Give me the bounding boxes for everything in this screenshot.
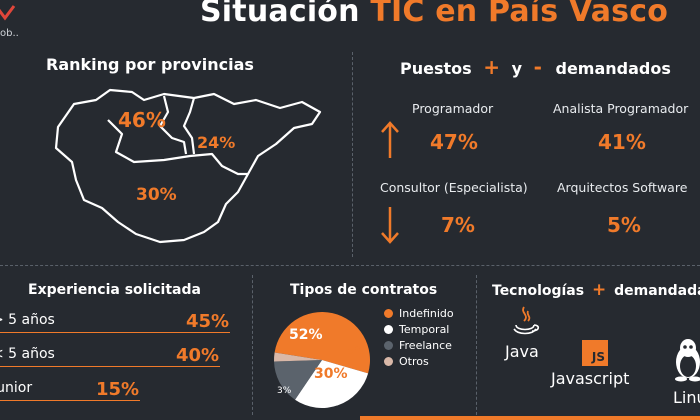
legend-item: Temporal — [384, 323, 454, 336]
contracts-pie-chart — [274, 311, 370, 408]
most-value-2: 41% — [598, 130, 646, 154]
exp-bar-3 — [0, 400, 140, 401]
experiencia-title: Experiencia solicitada — [28, 282, 201, 298]
legend-item: Indefinido — [384, 307, 454, 320]
arrow-down-icon — [381, 207, 399, 244]
exp-label-3: Junior — [0, 380, 33, 396]
divider — [476, 275, 477, 415]
basque-map — [54, 88, 322, 244]
puestos-title-right: demandados — [555, 59, 671, 78]
pie-slice-freelance — [274, 360, 322, 400]
ranking-title: Ranking por provincias — [46, 55, 254, 74]
logo-icon — [0, 4, 16, 22]
divider — [0, 265, 700, 266]
tecnologias-title-right: demandadas — [614, 283, 700, 299]
ranking-value-bizkaia: 46% — [118, 108, 166, 132]
pie-label-indefinido: 52% — [289, 327, 323, 343]
title-main: Situación — [200, 0, 371, 29]
puestos-title: Puestos + y - demandados — [400, 55, 671, 79]
exp-label-2: < 5 años — [0, 346, 55, 362]
exp-bar-2 — [0, 366, 220, 367]
divider — [352, 52, 353, 257]
pie-slice-indefinido — [274, 311, 370, 374]
pie-slice-temporal — [295, 360, 369, 408]
legend-label: Freelance — [399, 339, 452, 352]
exp-label-1: > 5 años — [0, 312, 55, 328]
exp-value-2: 40% — [176, 345, 220, 366]
puestos-title-left: Puestos — [400, 59, 472, 78]
least-value-1: 7% — [441, 213, 475, 237]
accent-strip — [360, 416, 700, 420]
legend-label: Otros — [399, 355, 429, 368]
tech-label-java: Java — [505, 342, 539, 361]
puestos-title-y: y — [511, 59, 523, 78]
exp-value-1: 45% — [186, 311, 230, 332]
pie-slice-otros — [274, 352, 322, 362]
most-label-1: Programador — [412, 101, 494, 116]
arrow-up-icon — [381, 121, 399, 158]
plus-icon: + — [483, 55, 500, 79]
legend-label: Indefinido — [399, 307, 454, 320]
minus-icon: - — [533, 55, 542, 79]
most-label-2: Analista Programador — [553, 101, 689, 116]
legend-swatch — [384, 325, 393, 334]
tech-label-linux: Linux — [673, 388, 700, 407]
legend-label: Temporal — [399, 323, 450, 336]
legend-item: Otros — [384, 355, 454, 368]
plus-icon: + — [591, 280, 607, 300]
contratos-title: Tipos de contratos — [290, 282, 438, 298]
title-accent: TIC en País Vasco — [370, 0, 669, 29]
pie-label-freelance: 15% — [340, 344, 365, 357]
most-value-1: 47% — [430, 130, 478, 154]
tux-icon — [675, 339, 700, 382]
tecnologias-title: Tecnologías + demandadas — [492, 280, 700, 300]
least-label-1: Consultor (Especialista) — [380, 180, 528, 195]
exp-bar-1 — [0, 332, 230, 333]
tech-label-javascript: Javascript — [551, 369, 630, 388]
legend-swatch — [384, 357, 393, 366]
legend-item: Freelance — [384, 339, 454, 352]
tecnologias-title-left: Tecnologías — [492, 283, 585, 299]
pie-label-otros: 3% — [277, 386, 292, 396]
js-icon: JS — [582, 340, 608, 366]
pie-label-temporal: 30% — [314, 366, 348, 382]
legend-swatch — [384, 309, 393, 318]
legend-swatch — [384, 341, 393, 350]
ranking-value-araba: 30% — [136, 185, 177, 205]
java-icon — [513, 306, 540, 335]
pie-legend: Indefinido Temporal Freelance Otros — [384, 307, 454, 368]
ranking-value-gipuzkoa: 24% — [197, 133, 236, 152]
page-title: Situación TIC en País Vasco — [200, 0, 668, 29]
least-value-2: 5% — [607, 213, 641, 237]
logo-text: ob.. — [0, 28, 19, 39]
least-label-2: Arquitectos Software — [557, 180, 688, 195]
divider — [252, 275, 253, 415]
exp-value-3: 15% — [96, 379, 140, 400]
